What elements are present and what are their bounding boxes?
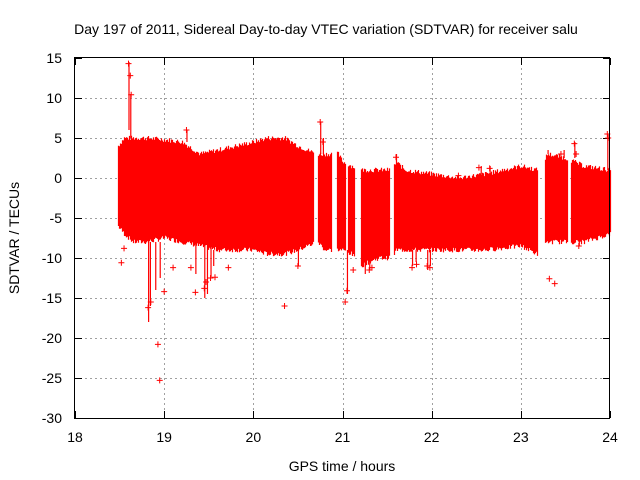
y-tick-label: -5 <box>50 210 63 226</box>
plot-frame <box>74 57 610 419</box>
x-tick-label: 24 <box>602 429 618 445</box>
data-point <box>350 267 357 273</box>
x-tick-label: 19 <box>156 429 172 445</box>
data-point <box>486 165 493 172</box>
data-point <box>125 60 132 67</box>
data-band <box>117 135 612 268</box>
data-point <box>557 151 564 157</box>
data-point <box>475 164 482 171</box>
data-series <box>117 60 612 384</box>
x-tick-labels: 18 19 20 21 22 23 24 <box>67 429 618 445</box>
data-point <box>225 264 232 271</box>
data-point <box>183 127 190 133</box>
data-point <box>409 264 416 271</box>
data-point <box>317 119 324 125</box>
data-point <box>118 259 125 266</box>
data-point <box>154 341 161 348</box>
x-tick-label: 18 <box>67 429 83 445</box>
data-point <box>413 261 420 268</box>
data-point <box>605 135 612 141</box>
data-point <box>397 167 404 173</box>
data-point <box>147 299 154 305</box>
x-tick-label: 22 <box>424 429 440 445</box>
data-point <box>294 263 301 269</box>
data-point <box>546 275 553 282</box>
data-point <box>128 91 135 98</box>
y-tick-label: -25 <box>42 370 62 386</box>
data-point <box>127 72 134 79</box>
data-point <box>342 299 349 305</box>
data-point <box>201 285 208 292</box>
data-point <box>121 245 128 252</box>
data-point <box>368 264 375 271</box>
data-point <box>145 304 152 311</box>
data-point <box>211 274 218 281</box>
y-tick-label: -10 <box>42 250 62 266</box>
data-point <box>281 303 288 309</box>
data-point <box>426 264 433 271</box>
x-tick-label: 23 <box>513 429 529 445</box>
data-point <box>455 172 462 179</box>
y-tick-label: 0 <box>54 170 62 186</box>
data-point <box>575 243 582 249</box>
data-point <box>203 279 210 285</box>
data-point <box>187 264 194 271</box>
y-tick-label: -20 <box>42 330 62 346</box>
y-tick-label: 10 <box>46 90 62 106</box>
data-point <box>207 275 214 281</box>
y-axis-title: SDTVAR / TECUs <box>6 182 22 294</box>
data-point <box>393 154 399 161</box>
data-point <box>170 264 177 271</box>
y-tick-label: 15 <box>46 50 62 66</box>
data-point <box>343 287 350 294</box>
y-tick-label: -15 <box>42 290 62 306</box>
data-point <box>551 280 558 287</box>
x-tick-label: 20 <box>246 429 262 445</box>
data-point <box>161 288 168 295</box>
x-axis-title: GPS time / hours <box>289 458 396 474</box>
chart-title: Day 197 of 2011, Sidereal Day-to-day VTE… <box>74 21 578 37</box>
data-point <box>573 151 580 157</box>
y-tick-label: -30 <box>42 410 62 426</box>
data-point <box>319 139 326 145</box>
axis-ticks <box>75 58 611 419</box>
data-point <box>571 140 578 147</box>
data-point <box>156 377 163 384</box>
y-tick-label: 5 <box>54 130 62 146</box>
data-point <box>192 289 199 296</box>
x-tick-label: 21 <box>335 429 351 445</box>
y-tick-labels: 15 10 5 0 -5 -10 -15 -20 -25 -30 <box>42 50 62 426</box>
